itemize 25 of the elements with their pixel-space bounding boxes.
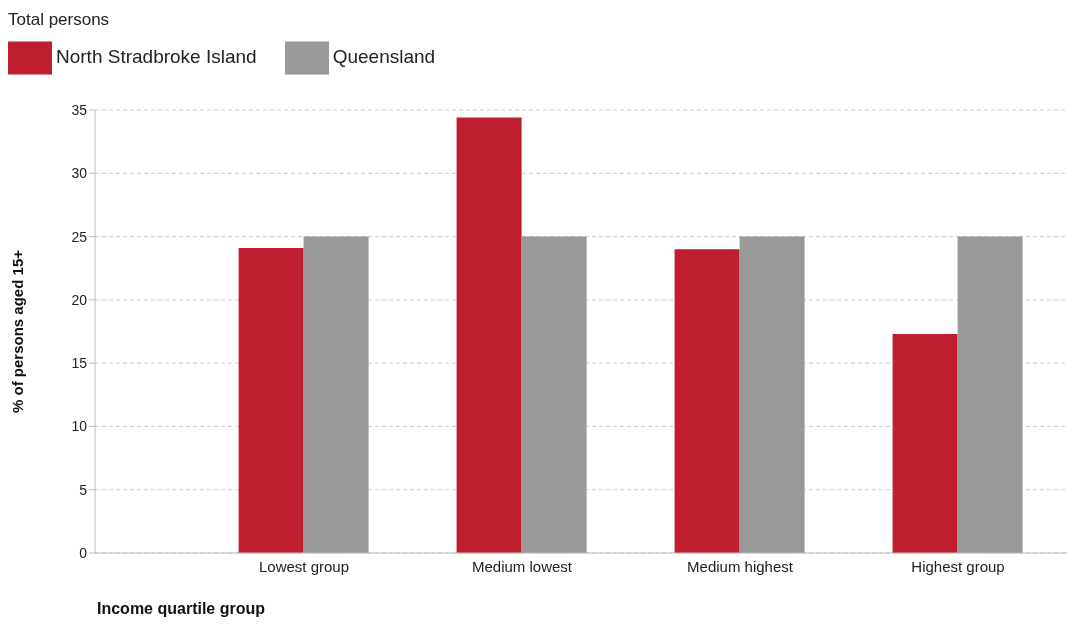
bar bbox=[456, 117, 522, 553]
y-tick-label: 10 bbox=[71, 418, 88, 435]
y-tick-label: 15 bbox=[71, 355, 88, 372]
legend-label: Queensland bbox=[332, 46, 436, 68]
y-tick-label: 25 bbox=[71, 228, 88, 245]
y-tick-label: 5 bbox=[79, 481, 88, 498]
bar bbox=[892, 334, 958, 553]
bar bbox=[674, 249, 740, 553]
x-tick-label: Lowest group bbox=[258, 557, 350, 575]
y-axis-title: % of persons aged 15+ bbox=[9, 249, 27, 413]
y-tick-label: 20 bbox=[71, 291, 88, 308]
x-tick-label: Medium lowest bbox=[471, 557, 573, 575]
legend-label: North Stradbroke Island bbox=[56, 46, 257, 68]
y-tick-label: 35 bbox=[71, 101, 88, 118]
bar bbox=[957, 236, 1023, 553]
bar bbox=[238, 247, 304, 553]
bar bbox=[739, 236, 805, 553]
x-tick-label: Medium highest bbox=[687, 557, 794, 575]
x-tick-label: Highest group bbox=[911, 557, 1005, 575]
bar bbox=[521, 236, 587, 553]
y-tick-label: 0 bbox=[79, 544, 88, 561]
y-tick-label: 30 bbox=[71, 165, 88, 182]
bar bbox=[303, 236, 369, 553]
x-axis-title: Income quartile group bbox=[97, 600, 266, 618]
chart-title: Total persons bbox=[8, 9, 111, 31]
